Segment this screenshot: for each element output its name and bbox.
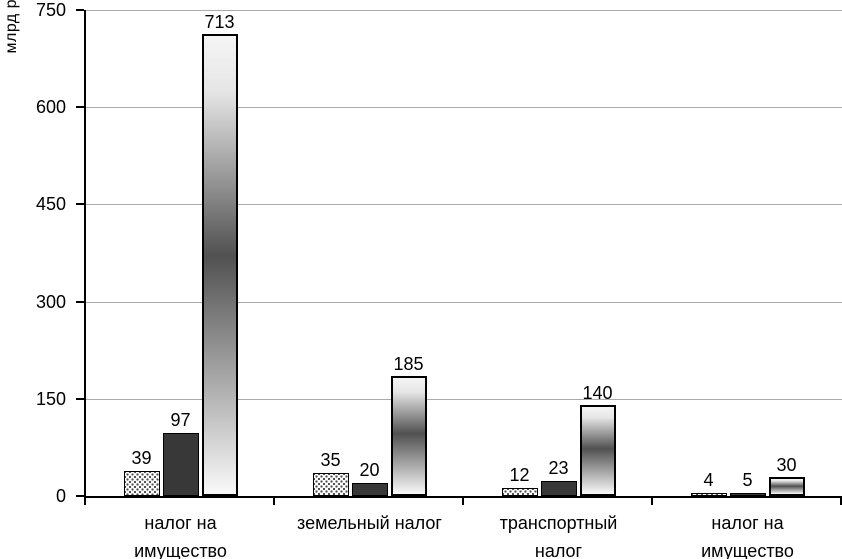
x-tick-mark [462, 498, 464, 505]
plot-area: 39 97 713 35 20 185 12 23 140 4 5 30 [84, 10, 842, 498]
category-label: налог на имущество [701, 513, 794, 559]
gridline-600 [86, 107, 842, 109]
bar-dotted: 35 [312, 451, 349, 496]
gridline-150 [86, 398, 842, 400]
gridline-300 [86, 301, 842, 303]
y-tick-mark [76, 397, 84, 400]
y-tick-label: 600 [35, 97, 66, 118]
bar-value-label: 713 [204, 11, 235, 32]
bar-group-3: 12 23 140 [464, 384, 653, 496]
bar-dotted: 12 [501, 466, 538, 496]
bar-value-label: 4 [703, 470, 714, 491]
category-label: налог на имущество [134, 513, 227, 559]
bar-dotted: 39 [123, 449, 160, 496]
x-tick-mark [273, 498, 275, 505]
bar-value-label: 35 [320, 450, 341, 471]
y-tick-mark [76, 203, 84, 206]
bar-group-4: 4 5 30 [653, 456, 842, 496]
bar-group-2: 35 20 185 [275, 355, 464, 496]
y-tick-label: 750 [35, 0, 66, 20]
x-tick-mark [651, 498, 653, 505]
bar-value-label: 12 [509, 465, 530, 486]
bar-dark-solid: 23 [540, 459, 577, 496]
gridline-450 [86, 204, 842, 206]
bar-dark-solid: 97 [162, 411, 199, 496]
y-tick-label: 450 [35, 194, 66, 215]
bar-dotted: 4 [690, 471, 727, 496]
y-tick-mark [76, 495, 84, 497]
bar-value-label: 30 [776, 454, 797, 475]
y-tick-mark [76, 300, 84, 303]
bar-dark-solid: 5 [729, 471, 766, 496]
bar-value-label: 140 [582, 383, 613, 404]
bar-dark-solid: 20 [351, 461, 388, 496]
y-tick-label: 0 [55, 486, 66, 506]
bar-value-label: 23 [548, 458, 569, 479]
category-label: транспортный налог [499, 513, 618, 559]
category-label: земельный налог [297, 513, 442, 533]
bar-group-1: 39 97 713 [86, 13, 275, 496]
bar-gradient: 30 [768, 456, 805, 496]
x-tick-mark [840, 498, 842, 505]
bar-value-label: 5 [742, 469, 753, 490]
bar-value-label: 97 [170, 410, 191, 431]
bar-gradient: 713 [201, 13, 238, 496]
bar-gradient: 140 [579, 384, 616, 496]
x-tick-mark [84, 498, 86, 505]
bar-value-label: 20 [359, 460, 380, 481]
gridline-750 [86, 10, 842, 11]
bar-value-label: 185 [393, 354, 424, 375]
y-tick-label: 150 [35, 388, 66, 409]
y-tick-label: 300 [35, 291, 66, 312]
bar-value-label: 39 [131, 447, 152, 468]
y-tick-mark [76, 9, 84, 11]
bar-gradient: 185 [390, 355, 427, 496]
y-tick-mark [76, 106, 84, 109]
